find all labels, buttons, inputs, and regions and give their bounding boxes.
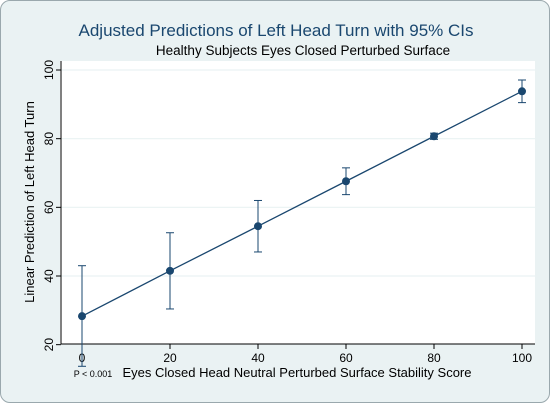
series-lines xyxy=(81,90,523,317)
chart-title: Adjusted Predictions of Left Head Turn w… xyxy=(79,21,474,40)
x-tick-label: 20 xyxy=(163,351,177,365)
y-tick-label: 100 xyxy=(42,60,56,80)
y-axis-label: Linear Prediction of Left Head Turn xyxy=(22,101,37,303)
y-axis-ticks: 20 40 60 80 100 xyxy=(42,60,61,352)
y-tick-label: 80 xyxy=(42,132,56,146)
x-axis-label: Eyes Closed Head Neutral Perturbed Surfa… xyxy=(122,365,471,380)
data-point xyxy=(166,266,174,275)
plot-area xyxy=(60,61,535,344)
y-tick-label: 40 xyxy=(42,269,56,283)
p-value-note: P < 0.001 xyxy=(74,369,113,379)
data-point xyxy=(78,312,86,321)
series-line xyxy=(81,90,523,317)
data-point xyxy=(254,222,262,231)
x-tick-label: 60 xyxy=(339,351,353,365)
data-point xyxy=(430,132,438,141)
x-tick-label: 40 xyxy=(251,351,265,365)
x-tick-label: 100 xyxy=(512,351,532,365)
data-point xyxy=(518,87,526,96)
y-tick-label: 60 xyxy=(42,200,56,214)
x-tick-label: 80 xyxy=(427,351,441,365)
data-point xyxy=(342,177,350,186)
grid-lines xyxy=(61,69,535,346)
chart-subtitle: Healthy Subjects Eyes Closed Perturbed S… xyxy=(156,43,450,58)
data-points xyxy=(78,87,526,321)
y-tick-label: 20 xyxy=(42,338,56,352)
